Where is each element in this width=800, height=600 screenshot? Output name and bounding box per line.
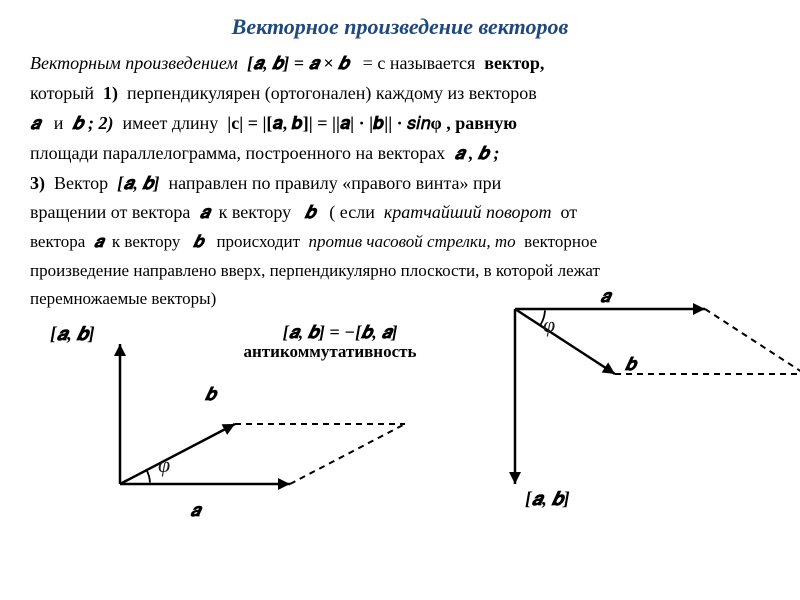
txt: , равную bbox=[446, 113, 517, 133]
txt: [𝒂, 𝒃] bbox=[117, 173, 159, 193]
txt: вращении от вектора bbox=[30, 202, 190, 222]
diagram-left: [𝒂, 𝒃] 𝒃 𝒂 φ bbox=[30, 314, 430, 524]
txt: вектор, bbox=[484, 53, 544, 73]
label-a-left: 𝒂 bbox=[190, 500, 200, 521]
label-phi-right: φ bbox=[543, 312, 555, 338]
txt: 𝒃 bbox=[305, 202, 316, 222]
txt bbox=[354, 53, 359, 73]
txt: 𝒃 bbox=[193, 232, 204, 251]
txt: 𝒂 bbox=[199, 202, 209, 222]
txt: 𝒂 bbox=[94, 232, 104, 251]
txt: направлен по правилу «правого винта» при bbox=[169, 173, 502, 193]
label-b-right: 𝒃 bbox=[625, 354, 636, 375]
txt: имеет длину bbox=[123, 113, 219, 133]
txt: происходит bbox=[216, 232, 300, 251]
txt: к вектору bbox=[219, 202, 292, 222]
txt: от bbox=[561, 202, 578, 222]
formula: |c| = |[𝒂, 𝒃]| = ||𝒂| · |𝒃|| · 𝑠𝑖𝑛φ bbox=[227, 113, 441, 133]
txt: 3) bbox=[30, 173, 45, 193]
formula: [𝒂, 𝒃] = 𝒂 × 𝒃 bbox=[247, 53, 349, 73]
txt: перпендикулярен (ортогонален) каждому из… bbox=[127, 83, 537, 103]
txt: Векторным произведением bbox=[30, 53, 238, 73]
txt: = c называется bbox=[363, 53, 476, 73]
page-title: Векторное произведение векторов bbox=[30, 14, 770, 40]
txt: Вектор bbox=[54, 173, 108, 193]
txt: против часовой стрелки, то bbox=[309, 232, 516, 251]
txt: ( если bbox=[329, 202, 375, 222]
txt: 1) bbox=[103, 83, 118, 103]
label-ab-left: [𝒂, 𝒃] bbox=[50, 324, 95, 346]
txt: векторное bbox=[524, 232, 597, 251]
txt: к вектору bbox=[112, 232, 181, 251]
txt: площади параллелограмма, построенного на… bbox=[30, 143, 445, 163]
label-phi-left: φ bbox=[158, 452, 170, 478]
txt: 𝒂 , 𝒃 ; bbox=[454, 143, 499, 163]
definition-text: Векторным произведением [𝒂, 𝒃] = 𝒂 × 𝒃 =… bbox=[30, 50, 770, 312]
txt: 𝒃 ; 2) bbox=[72, 113, 113, 133]
diagram-right: 𝒃 [𝒂, 𝒃] φ bbox=[425, 294, 800, 514]
txt: 𝒂 bbox=[30, 113, 40, 133]
txt: произведение направлено вверх, перпендик… bbox=[30, 258, 770, 284]
txt: вектора bbox=[30, 232, 85, 251]
label-ab-right: [𝒂, 𝒃] bbox=[525, 489, 570, 511]
txt: который bbox=[30, 83, 94, 103]
diagrams-region: 𝒂 [𝒂, 𝒃] = −[𝒃, 𝒂] антикоммутативность [… bbox=[30, 314, 770, 554]
label-b-left: 𝒃 bbox=[205, 384, 216, 405]
txt: и bbox=[54, 113, 64, 133]
txt: кратчайший поворот bbox=[384, 202, 552, 222]
